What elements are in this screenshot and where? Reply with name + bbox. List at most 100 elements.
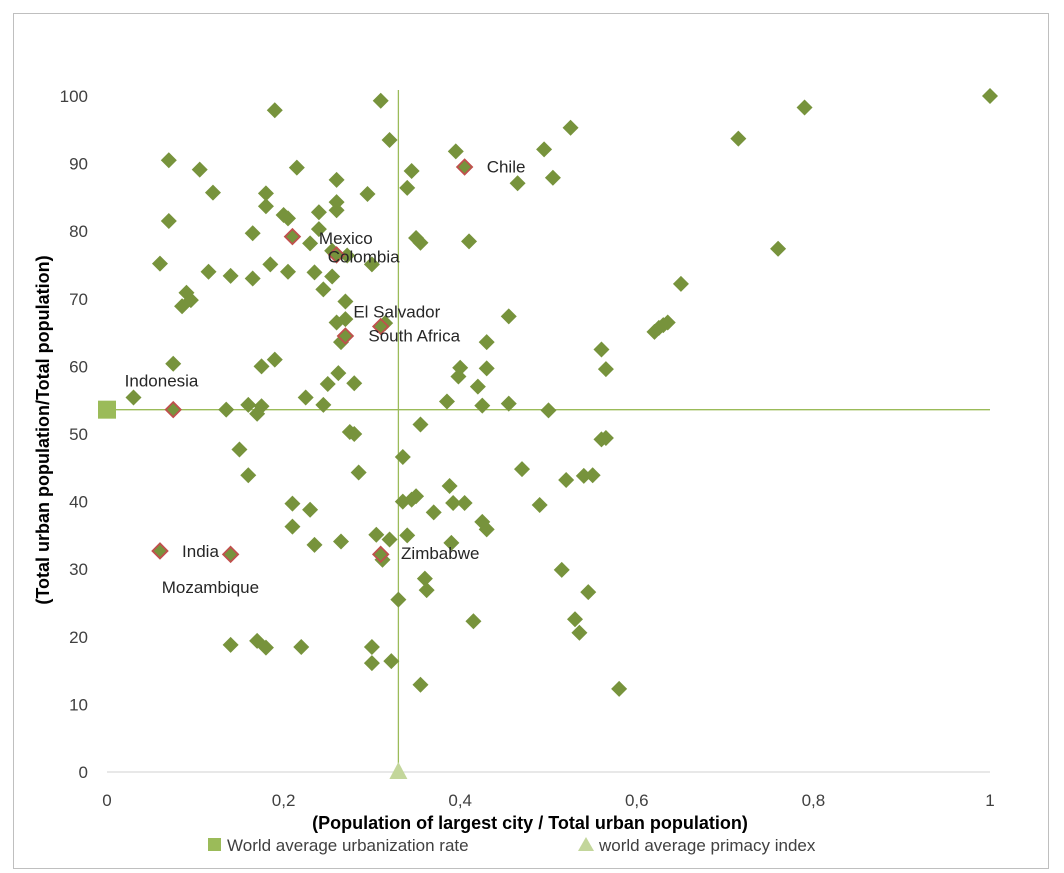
data-point bbox=[438, 393, 455, 410]
data-point bbox=[796, 99, 813, 116]
data-point bbox=[478, 521, 495, 538]
data-point bbox=[222, 636, 239, 653]
data-point bbox=[284, 495, 301, 512]
y-tick-label: 100 bbox=[60, 87, 88, 106]
data-point bbox=[200, 263, 217, 280]
data-point bbox=[474, 397, 491, 414]
data-point bbox=[160, 152, 177, 169]
data-point bbox=[531, 496, 548, 513]
y-tick-label: 80 bbox=[69, 222, 88, 241]
data-point bbox=[770, 240, 787, 257]
annotation-label: Mexico bbox=[319, 229, 373, 248]
data-point bbox=[253, 358, 270, 375]
y-tick-label: 40 bbox=[69, 493, 88, 512]
legend-label-urbanization: World average urbanization rate bbox=[227, 836, 469, 855]
data-point bbox=[536, 141, 553, 158]
data-point bbox=[257, 185, 274, 202]
x-tick-label: 0 bbox=[102, 791, 111, 810]
data-point bbox=[597, 430, 614, 447]
data-point bbox=[337, 293, 354, 310]
x-tick-label: 1 bbox=[985, 791, 994, 810]
data-point bbox=[445, 494, 462, 511]
data-point bbox=[231, 441, 248, 458]
data-point bbox=[452, 359, 469, 376]
data-point bbox=[672, 275, 689, 292]
data-point bbox=[151, 255, 168, 272]
highlighted-point bbox=[283, 227, 302, 246]
data-point bbox=[346, 426, 363, 442]
data-point bbox=[328, 171, 345, 188]
data-point bbox=[359, 186, 376, 203]
data-point bbox=[381, 531, 398, 548]
data-point bbox=[257, 639, 274, 656]
data-point bbox=[571, 624, 588, 641]
legend-triangle-marker bbox=[578, 837, 594, 851]
highlighted-point bbox=[371, 317, 390, 336]
data-point bbox=[408, 488, 425, 505]
annotation-label: Chile bbox=[487, 157, 526, 176]
x-tick-label: 0,4 bbox=[448, 791, 472, 810]
data-point bbox=[368, 526, 385, 543]
data-point bbox=[257, 198, 274, 215]
data-point bbox=[297, 389, 314, 406]
urbanization-rate-marker bbox=[98, 400, 116, 419]
highlighted-point bbox=[371, 545, 390, 564]
data-point bbox=[544, 169, 561, 186]
data-point bbox=[306, 264, 323, 281]
data-point bbox=[240, 467, 257, 484]
data-point bbox=[478, 334, 495, 351]
data-point bbox=[328, 194, 345, 211]
highlighted-point bbox=[455, 158, 474, 176]
data-point bbox=[319, 375, 336, 392]
data-point bbox=[412, 676, 429, 693]
data-point bbox=[500, 308, 517, 325]
data-point bbox=[580, 584, 597, 601]
data-point bbox=[509, 175, 526, 192]
x-tick-label: 0,2 bbox=[272, 791, 296, 810]
data-point bbox=[383, 653, 400, 670]
data-point bbox=[514, 461, 531, 478]
data-point bbox=[478, 360, 495, 377]
data-point bbox=[456, 494, 473, 511]
highlighted-point bbox=[336, 327, 355, 345]
highlighted-point bbox=[327, 246, 346, 264]
data-point bbox=[465, 613, 482, 630]
y-tick-labels: 0 10 20 30 40 50 60 70 80 90 100 bbox=[60, 87, 88, 782]
y-axis-title: (Total urban population/Total population… bbox=[33, 255, 53, 604]
highlighted-point bbox=[164, 400, 182, 419]
data-point bbox=[553, 561, 570, 578]
data-point bbox=[266, 351, 283, 368]
data-point bbox=[363, 655, 380, 672]
data-point bbox=[346, 375, 363, 392]
data-point bbox=[288, 159, 305, 176]
data-point bbox=[540, 402, 557, 419]
data-point bbox=[244, 270, 261, 287]
data-point bbox=[500, 395, 517, 412]
data-point bbox=[330, 365, 347, 382]
data-point bbox=[982, 88, 998, 104]
data-point bbox=[363, 638, 380, 655]
chart-frame bbox=[13, 13, 1049, 869]
y-tick-label: 20 bbox=[69, 628, 88, 647]
data-point bbox=[191, 161, 208, 178]
legend-square-marker bbox=[208, 838, 221, 851]
data-point bbox=[337, 311, 354, 328]
data-point bbox=[403, 163, 420, 180]
y-tick-label: 90 bbox=[69, 155, 88, 174]
y-tick-label: 50 bbox=[69, 425, 88, 444]
data-point bbox=[593, 341, 610, 358]
data-point bbox=[399, 179, 416, 196]
data-point bbox=[204, 184, 221, 201]
annotation-label: Indonesia bbox=[125, 372, 199, 391]
data-point bbox=[418, 582, 435, 599]
data-point bbox=[730, 130, 747, 147]
data-point bbox=[302, 235, 319, 252]
data-point bbox=[302, 501, 319, 518]
x-tick-label: 0,6 bbox=[625, 791, 649, 810]
data-point bbox=[469, 378, 486, 395]
data-point bbox=[315, 281, 332, 298]
data-point bbox=[315, 396, 332, 413]
data-point bbox=[266, 102, 283, 119]
